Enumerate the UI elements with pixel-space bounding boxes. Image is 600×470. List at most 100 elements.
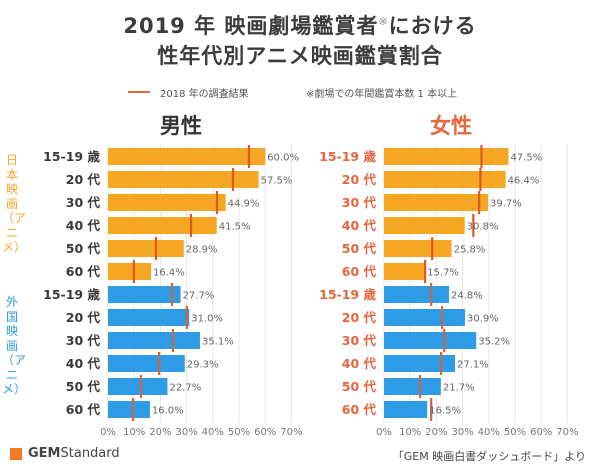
male-bar <box>108 148 266 165</box>
female-value-label: 35.2% <box>478 337 510 348</box>
male-bar <box>108 240 184 257</box>
female-value-label: 21.7% <box>443 383 475 394</box>
female-value-label: 25.8% <box>454 245 486 256</box>
legend-note: ※劇場での年間鑑賞本数 1 本以上 <box>306 89 458 100</box>
male-bar <box>108 286 181 303</box>
group-label-foreign: 外国映画（アニメ） <box>2 295 27 396</box>
female-value-label: 39.7% <box>490 199 522 210</box>
male-value-label: 28.9% <box>186 245 218 256</box>
chart-title-line2: 性年代別アニメ映画鑑賞割合 <box>157 44 443 68</box>
male-category-label: 40 代 <box>66 218 101 233</box>
male-category-label: 60 代 <box>66 402 101 417</box>
female-x-tick-label: 10% <box>399 427 421 438</box>
female-x-tick-label: 60% <box>530 427 552 438</box>
female-value-label: 16.5% <box>429 406 461 417</box>
male-value-label: 41.5% <box>219 222 251 233</box>
male-value-label: 44.9% <box>228 199 260 210</box>
female-bar <box>384 401 428 418</box>
female-x-tick-label: 40% <box>478 427 500 438</box>
male-x-tick-label: 20% <box>149 427 171 438</box>
female-value-label: 27.1% <box>457 360 489 371</box>
title-note-mark: ※ <box>378 15 389 28</box>
male-category-label: 40 代 <box>66 356 101 371</box>
female-value-label: 30.8% <box>467 222 499 233</box>
male-category-label: 30 代 <box>66 333 101 348</box>
female-value-label: 15.7% <box>427 268 459 279</box>
male-bar <box>108 263 151 280</box>
legend-marker-label: 2018 年の調査結果 <box>160 89 249 100</box>
female-bar <box>384 332 477 349</box>
gem-standard-logo: GEMStandard <box>10 446 120 461</box>
female-bar <box>384 263 426 280</box>
female-bar <box>384 286 449 303</box>
female-x-tick-label: 0% <box>376 427 392 438</box>
title-tail: における <box>388 14 477 38</box>
female-category-label: 20 代 <box>342 172 377 187</box>
male-value-label: 16.4% <box>153 268 185 279</box>
male-x-tick-label: 30% <box>175 427 197 438</box>
male-bar <box>108 378 168 395</box>
female-value-label: 24.8% <box>451 291 483 302</box>
source-note: 「GEM 映画白書ダッシュボード」より <box>392 450 586 463</box>
male-x-tick-label: 0% <box>100 427 116 438</box>
female-category-label: 30 代 <box>342 333 377 348</box>
male-bar <box>108 171 259 188</box>
female-value-label: 46.4% <box>508 176 540 187</box>
female-category-label: 40 代 <box>342 218 377 233</box>
male-value-label: 16.0% <box>152 406 184 417</box>
male-x-tick-label: 40% <box>202 427 224 438</box>
group-label-japanese: 日本映画（アニメ） <box>2 153 27 254</box>
male-category-label: 30 代 <box>66 195 101 210</box>
female-category-label: 60 代 <box>342 402 377 417</box>
male-x-tick-label: 60% <box>254 427 276 438</box>
female-category-label: 40 代 <box>342 356 377 371</box>
male-bar <box>108 332 200 349</box>
female-category-label: 15-19 歳 <box>319 287 376 302</box>
female-x-tick-label: 70% <box>556 427 578 438</box>
chart-title-line1: 2019 年 映画劇場鑑賞者※における <box>0 10 600 40</box>
logo-square-icon <box>10 447 22 460</box>
male-bar <box>108 401 150 418</box>
female-bar <box>384 309 465 326</box>
female-category-label: 50 代 <box>342 379 377 394</box>
male-x-tick-label: 10% <box>123 427 145 438</box>
female-bar <box>384 217 465 234</box>
female-bar <box>384 194 489 211</box>
male-category-label: 50 代 <box>66 241 101 256</box>
female-value-label: 47.5% <box>510 153 542 164</box>
female-category-label: 60 代 <box>342 264 377 279</box>
male-bar <box>108 194 226 211</box>
female-x-tick-label: 30% <box>451 427 473 438</box>
male-value-label: 31.0% <box>191 314 223 325</box>
male-value-label: 22.7% <box>169 383 201 394</box>
female-bar <box>384 355 456 372</box>
male-category-label: 60 代 <box>66 264 101 279</box>
male-bar <box>108 355 185 372</box>
male-value-label: 35.1% <box>202 337 234 348</box>
female-category-label: 30 代 <box>342 195 377 210</box>
female-bar <box>384 240 452 257</box>
male-category-label: 20 代 <box>66 310 101 325</box>
male-x-tick-label: 70% <box>280 427 302 438</box>
title-main: 2019 年 映画劇場鑑賞者 <box>123 14 379 38</box>
female-x-tick-label: 50% <box>504 427 526 438</box>
legend-marker-swatch <box>128 91 150 93</box>
male-category-label: 15-19 歳 <box>43 287 100 302</box>
female-bar <box>384 148 509 165</box>
male-value-label: 57.5% <box>261 176 293 187</box>
male-bar <box>108 217 217 234</box>
male-category-label: 50 代 <box>66 379 101 394</box>
panel-title-female: 女性 <box>430 114 472 138</box>
panel-title-male: 男性 <box>160 114 202 138</box>
female-category-label: 50 代 <box>342 241 377 256</box>
male-x-tick-label: 50% <box>228 427 250 438</box>
male-value-label: 60.0% <box>267 153 299 164</box>
female-x-tick-label: 20% <box>425 427 447 438</box>
female-bar <box>384 378 441 395</box>
male-category-label: 20 代 <box>66 172 101 187</box>
male-bar <box>108 309 190 326</box>
female-category-label: 20 代 <box>342 310 377 325</box>
female-value-label: 30.9% <box>467 314 499 325</box>
male-value-label: 27.7% <box>183 291 215 302</box>
